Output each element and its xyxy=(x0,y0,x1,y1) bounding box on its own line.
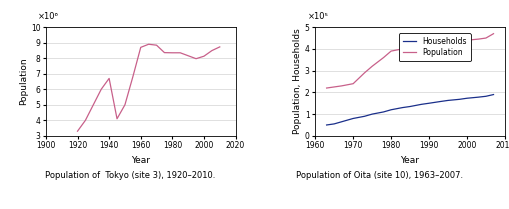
Population xyxy=(474,38,480,40)
Population xyxy=(490,32,496,35)
Households xyxy=(417,103,423,106)
Households xyxy=(369,113,375,115)
Y-axis label: Population, Households: Population, Households xyxy=(293,29,301,134)
Population xyxy=(349,82,355,85)
Text: ×10⁵: ×10⁵ xyxy=(307,12,328,21)
Households xyxy=(474,96,480,98)
Households xyxy=(387,108,393,111)
Households xyxy=(349,117,355,120)
X-axis label: Year: Year xyxy=(131,156,150,165)
Text: Population of Oita (site 10), 1963–2007.: Population of Oita (site 10), 1963–2007. xyxy=(296,171,463,180)
Population xyxy=(380,56,386,59)
Households xyxy=(456,98,462,101)
Households xyxy=(399,106,405,109)
Households xyxy=(425,102,431,104)
Households xyxy=(338,120,344,123)
Population xyxy=(482,37,488,39)
Households xyxy=(323,124,329,126)
Line: Households: Households xyxy=(326,94,493,125)
Population xyxy=(369,65,375,68)
Population xyxy=(417,47,423,49)
Population xyxy=(456,40,462,43)
Text: Population of  Tokyo (site 3), 1920–2010.: Population of Tokyo (site 3), 1920–2010. xyxy=(45,171,215,180)
Population xyxy=(406,47,412,49)
Households xyxy=(437,100,443,103)
Population xyxy=(338,85,344,87)
Population xyxy=(330,86,336,88)
Households xyxy=(330,123,336,125)
Households xyxy=(444,99,450,102)
Legend: Households, Population: Households, Population xyxy=(398,33,470,61)
Households xyxy=(463,97,469,99)
Population xyxy=(361,71,367,74)
Households xyxy=(482,95,488,98)
Households xyxy=(380,111,386,113)
Population xyxy=(387,50,393,52)
Households xyxy=(406,105,412,108)
Y-axis label: Population: Population xyxy=(19,58,28,105)
X-axis label: Year: Year xyxy=(400,156,419,165)
Households xyxy=(361,115,367,117)
Text: ×10⁶: ×10⁶ xyxy=(38,12,59,21)
Population xyxy=(437,43,443,46)
Line: Population: Population xyxy=(326,34,493,88)
Population xyxy=(399,48,405,50)
Population xyxy=(444,41,450,44)
Population xyxy=(463,39,469,41)
Population xyxy=(425,47,431,49)
Households xyxy=(490,93,496,96)
Population xyxy=(323,87,329,89)
